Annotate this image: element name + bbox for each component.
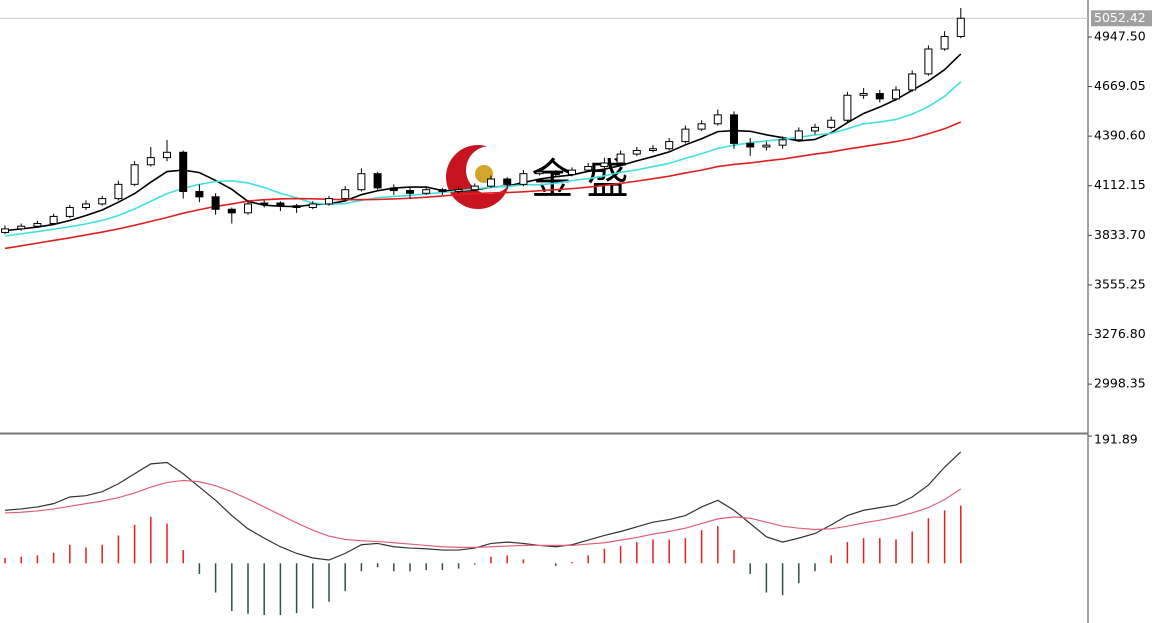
candle-body bbox=[584, 166, 593, 171]
candle-body bbox=[179, 151, 188, 192]
candle-body bbox=[17, 225, 26, 230]
candle-body bbox=[811, 126, 819, 132]
candle-body bbox=[568, 169, 576, 176]
macd-line bbox=[4, 451, 962, 561]
candle-body bbox=[875, 93, 884, 100]
last-price-box bbox=[1091, 10, 1152, 27]
candle-body bbox=[357, 173, 366, 191]
y-tick-label: 3833.70 bbox=[1094, 227, 1146, 242]
candle-body bbox=[697, 123, 706, 130]
candle-body bbox=[454, 189, 463, 192]
y-tick-label: 3555.25 bbox=[1094, 276, 1146, 291]
candle-body bbox=[535, 171, 544, 175]
candle-body bbox=[762, 144, 771, 148]
candle-body bbox=[325, 198, 333, 205]
y-tick-label: 191.89 bbox=[1094, 432, 1138, 447]
candle-body bbox=[827, 119, 836, 128]
candle-body bbox=[892, 89, 900, 100]
candle-body bbox=[600, 162, 609, 168]
y-tick-label: 4669.05 bbox=[1094, 78, 1146, 93]
candle-body bbox=[649, 148, 657, 152]
candle-body bbox=[470, 185, 479, 191]
candle-body bbox=[632, 150, 641, 155]
candle-body bbox=[438, 189, 447, 192]
candle-body bbox=[681, 128, 690, 143]
last-price-label: 5052.42 bbox=[1094, 10, 1146, 25]
candle-body bbox=[616, 153, 625, 164]
candle-body bbox=[1, 228, 9, 233]
candle-body bbox=[859, 93, 868, 96]
y-tick-label: 3276.80 bbox=[1094, 326, 1146, 341]
candle-body bbox=[49, 215, 58, 225]
candle-body bbox=[389, 187, 398, 192]
candle-body bbox=[33, 223, 42, 227]
candle-body bbox=[924, 48, 933, 75]
macd-line bbox=[4, 479, 962, 548]
candle-body bbox=[794, 130, 803, 141]
candle-body bbox=[195, 190, 204, 198]
candle-body bbox=[373, 173, 382, 189]
moving-average bbox=[4, 121, 962, 250]
candle-body bbox=[244, 203, 252, 214]
candle-body bbox=[422, 189, 431, 194]
candle-body bbox=[276, 202, 285, 207]
y-tick-label: 4112.15 bbox=[1094, 177, 1146, 192]
candle-body bbox=[551, 171, 560, 176]
candle-body bbox=[227, 208, 236, 214]
candle-body bbox=[778, 139, 787, 146]
candle-body bbox=[163, 151, 171, 159]
candle-body bbox=[746, 142, 755, 148]
candle-body bbox=[211, 196, 220, 210]
candle-body bbox=[308, 203, 317, 209]
candle-body bbox=[82, 203, 90, 209]
candle-body bbox=[260, 202, 269, 205]
candle-body bbox=[956, 17, 965, 38]
candle-body bbox=[730, 114, 738, 144]
candle-body bbox=[406, 190, 414, 194]
candle-body bbox=[503, 178, 512, 185]
candle-body bbox=[908, 73, 917, 91]
candle-body bbox=[130, 164, 139, 185]
candle-body bbox=[519, 173, 528, 185]
candle-body bbox=[98, 198, 107, 205]
y-tick-label: 2998.35 bbox=[1094, 376, 1146, 391]
candle-body bbox=[713, 114, 722, 125]
candle-body bbox=[487, 178, 495, 187]
y-tick-label: 4947.50 bbox=[1094, 28, 1146, 43]
y-tick-label: 4390.60 bbox=[1094, 128, 1146, 143]
candle-body bbox=[341, 189, 350, 200]
candle-body bbox=[114, 183, 123, 200]
candle-body bbox=[146, 157, 155, 166]
candle-body bbox=[65, 207, 74, 217]
logo bbox=[446, 145, 514, 209]
candle-body bbox=[940, 36, 949, 50]
candle-body bbox=[665, 141, 674, 150]
candle-body bbox=[843, 94, 852, 121]
candle-body bbox=[292, 205, 301, 209]
